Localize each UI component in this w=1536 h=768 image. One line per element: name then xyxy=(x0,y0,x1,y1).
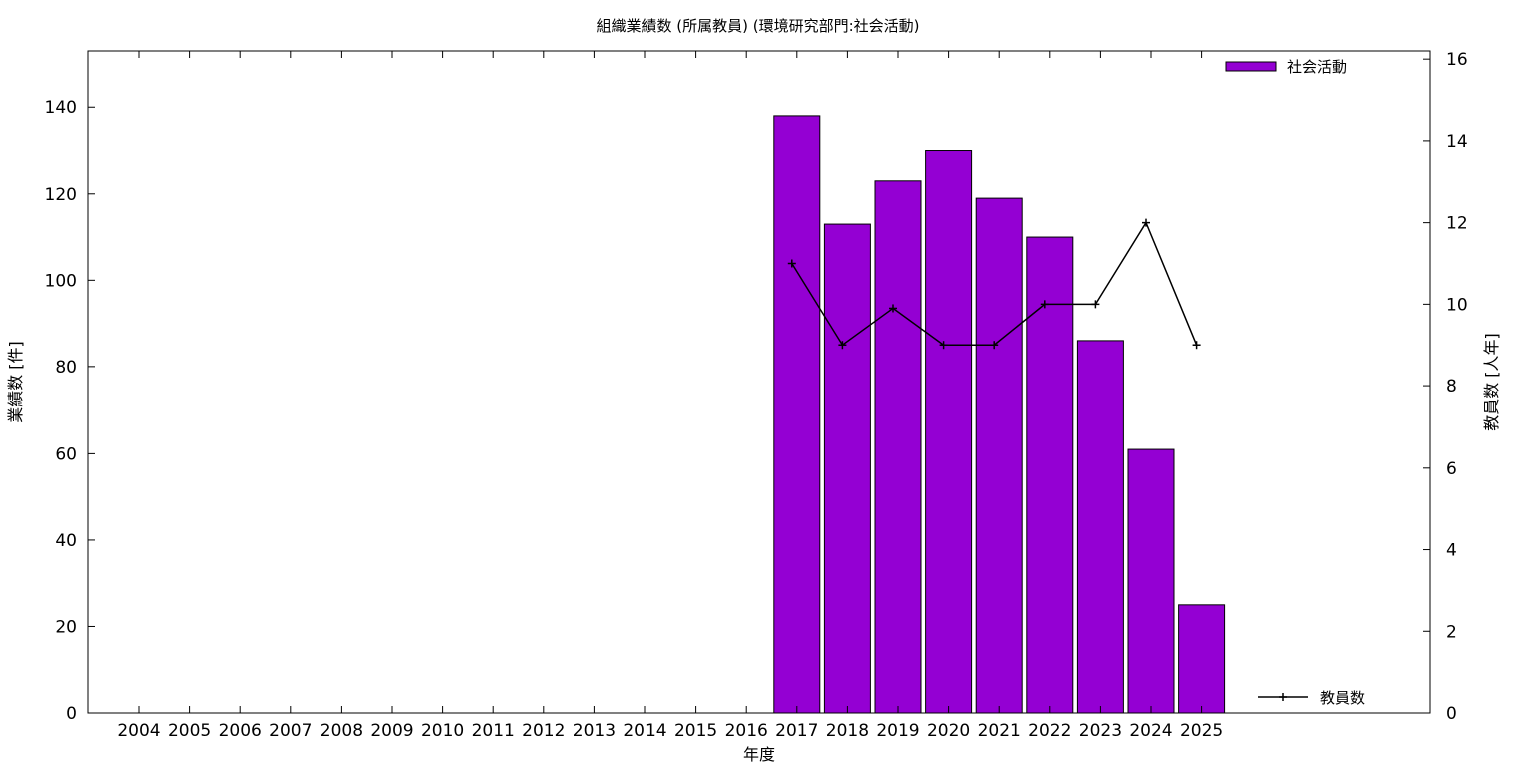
x-tick-label: 2009 xyxy=(370,721,413,741)
legend-line-label: 教員数 xyxy=(1320,689,1365,707)
bar-2024 xyxy=(1127,448,1175,714)
x-tick-label: 2004 xyxy=(117,721,160,741)
x-tick-label: 2010 xyxy=(421,721,464,741)
x-tick-label: 2023 xyxy=(1079,721,1122,741)
chart-title: 組織業績数 (所属教員) (環境研究部門:社会活動) xyxy=(596,17,919,35)
x-tick-label: 2014 xyxy=(623,721,666,741)
bars xyxy=(773,115,1226,714)
bar-2021 xyxy=(975,197,1023,714)
x-tick-label: 2008 xyxy=(320,721,363,741)
y-tick-label: 100 xyxy=(45,271,77,291)
x-axis-label: 年度 xyxy=(743,745,775,764)
x-tick-label: 2013 xyxy=(573,721,616,741)
bar-2022 xyxy=(1026,236,1074,714)
ticks: 2004 2005 2006 2007 2008 2009 2010 2011 2012 2013… xyxy=(45,50,1468,741)
x-tick-label: 2022 xyxy=(1028,721,1071,741)
x-tick-label: 2012 xyxy=(522,721,565,741)
y2-axis-label: 教員数 [人年] xyxy=(1482,333,1501,431)
legend-bar: 社会活動 xyxy=(1225,58,1347,76)
bar-2023 xyxy=(1076,340,1124,714)
y2-tick-label: 6 xyxy=(1446,459,1457,479)
y2-tick-label: 0 xyxy=(1446,704,1457,724)
bar-2019 xyxy=(874,180,922,714)
x-tick-label: 2006 xyxy=(219,721,262,741)
y2-tick-label: 10 xyxy=(1446,295,1468,315)
y2-tick-label: 16 xyxy=(1446,50,1468,70)
x-tick-label: 2019 xyxy=(876,721,919,741)
y2-tick-label: 8 xyxy=(1446,377,1457,397)
x-tick-label: 2024 xyxy=(1129,721,1172,741)
y2-tick-label: 14 xyxy=(1446,132,1468,152)
legend-bar-label: 社会活動 xyxy=(1287,58,1347,76)
x-tick-label: 2017 xyxy=(775,721,818,741)
y-axis-label: 業績数 [件] xyxy=(6,341,25,423)
legend-bar-swatch xyxy=(1225,61,1277,72)
y-tick-label: 140 xyxy=(45,98,77,118)
x-tick-label: 2015 xyxy=(674,721,717,741)
y-tick-label: 120 xyxy=(45,185,77,205)
y-tick-label: 20 xyxy=(55,617,77,637)
x-tick-label: 2025 xyxy=(1180,721,1223,741)
line-series xyxy=(787,218,1201,350)
plot-frame xyxy=(87,50,1431,714)
x-tick-label: 2011 xyxy=(472,721,515,741)
y-tick-label: 40 xyxy=(55,531,77,551)
x-tick-label: 2020 xyxy=(927,721,970,741)
legend-line: 教員数 xyxy=(1258,689,1365,707)
y2-tick-label: 4 xyxy=(1446,541,1457,561)
y2-tick-label: 12 xyxy=(1446,214,1468,234)
y2-tick-label: 2 xyxy=(1446,622,1457,642)
bar-2020 xyxy=(925,150,973,714)
bar-2017 xyxy=(773,115,821,714)
x-tick-label: 2018 xyxy=(826,721,869,741)
bar-2018 xyxy=(823,223,871,714)
x-tick-label: 2021 xyxy=(978,721,1021,741)
x-tick-label: 2005 xyxy=(168,721,211,741)
x-tick-label: 2016 xyxy=(725,721,768,741)
y-tick-label: 80 xyxy=(55,358,77,378)
y-tick-label: 0 xyxy=(66,704,77,724)
y-tick-label: 60 xyxy=(55,444,77,464)
bar-2025 xyxy=(1178,604,1226,714)
x-tick-label: 2007 xyxy=(269,721,312,741)
